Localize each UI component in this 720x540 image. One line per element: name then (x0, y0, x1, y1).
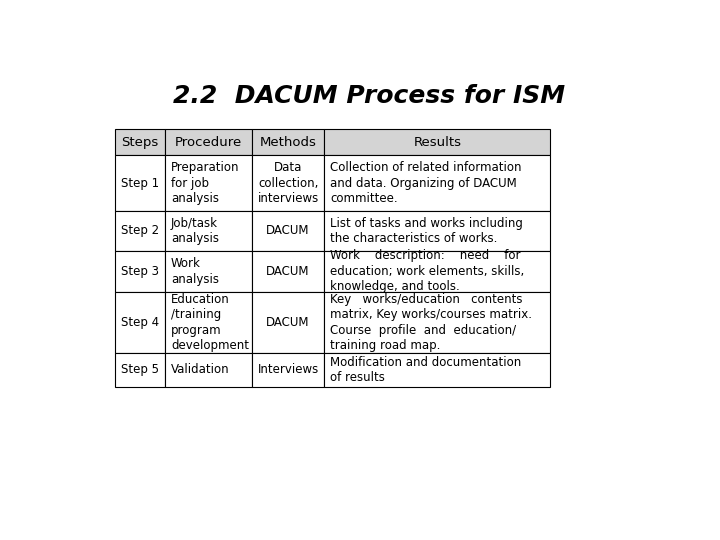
Bar (166, 211, 252, 251)
Text: Work
analysis: Work analysis (171, 257, 219, 286)
Text: 2.2  DACUM Process for ISM: 2.2 DACUM Process for ISM (173, 84, 565, 107)
Text: Steps: Steps (122, 136, 159, 148)
Bar (324, 155, 550, 211)
Text: Methods: Methods (260, 136, 317, 148)
Bar (252, 211, 324, 251)
Text: Modification and documentation
of results: Modification and documentation of result… (330, 355, 521, 384)
Text: Work    description:    need    for
education; work elements, skills,
knowledge,: Work description: need for education; wo… (330, 249, 524, 293)
Text: Collection of related information
and data. Organizing of DACUM
committee.: Collection of related information and da… (330, 161, 521, 205)
Bar (166, 292, 252, 353)
Text: Step 3: Step 3 (121, 265, 159, 278)
Bar (252, 353, 324, 387)
Text: Interviews: Interviews (258, 363, 319, 376)
Text: DACUM: DACUM (266, 316, 310, 329)
Text: List of tasks and works including
the characteristics of works.: List of tasks and works including the ch… (330, 217, 523, 245)
Bar (324, 353, 550, 387)
Bar (115, 353, 166, 387)
Bar (252, 251, 324, 292)
Text: Key   works/education   contents
matrix, Key works/courses matrix.
Course  profi: Key works/education contents matrix, Key… (330, 293, 532, 352)
Text: DACUM: DACUM (266, 225, 310, 238)
Bar (166, 129, 252, 155)
Text: Validation: Validation (171, 363, 230, 376)
Text: Job/task
analysis: Job/task analysis (171, 217, 219, 245)
Text: Step 2: Step 2 (121, 225, 159, 238)
Bar (166, 353, 252, 387)
Bar (324, 211, 550, 251)
Bar (324, 251, 550, 292)
Bar (166, 155, 252, 211)
Bar (115, 211, 166, 251)
Bar (115, 251, 166, 292)
Text: Step 1: Step 1 (121, 177, 159, 190)
Bar (252, 292, 324, 353)
Bar (324, 129, 550, 155)
Text: Results: Results (413, 136, 462, 148)
Bar (115, 155, 166, 211)
Text: Education
/training
program
development: Education /training program development (171, 293, 249, 352)
Bar (166, 251, 252, 292)
Text: Procedure: Procedure (175, 136, 242, 148)
Text: Step 4: Step 4 (121, 316, 159, 329)
Bar (252, 129, 324, 155)
Text: Data
collection,
interviews: Data collection, interviews (258, 161, 319, 205)
Text: Preparation
for job
analysis: Preparation for job analysis (171, 161, 240, 205)
Text: DACUM: DACUM (266, 265, 310, 278)
Bar (252, 155, 324, 211)
Bar (324, 292, 550, 353)
Bar (115, 292, 166, 353)
Bar (115, 129, 166, 155)
Text: Step 5: Step 5 (121, 363, 159, 376)
